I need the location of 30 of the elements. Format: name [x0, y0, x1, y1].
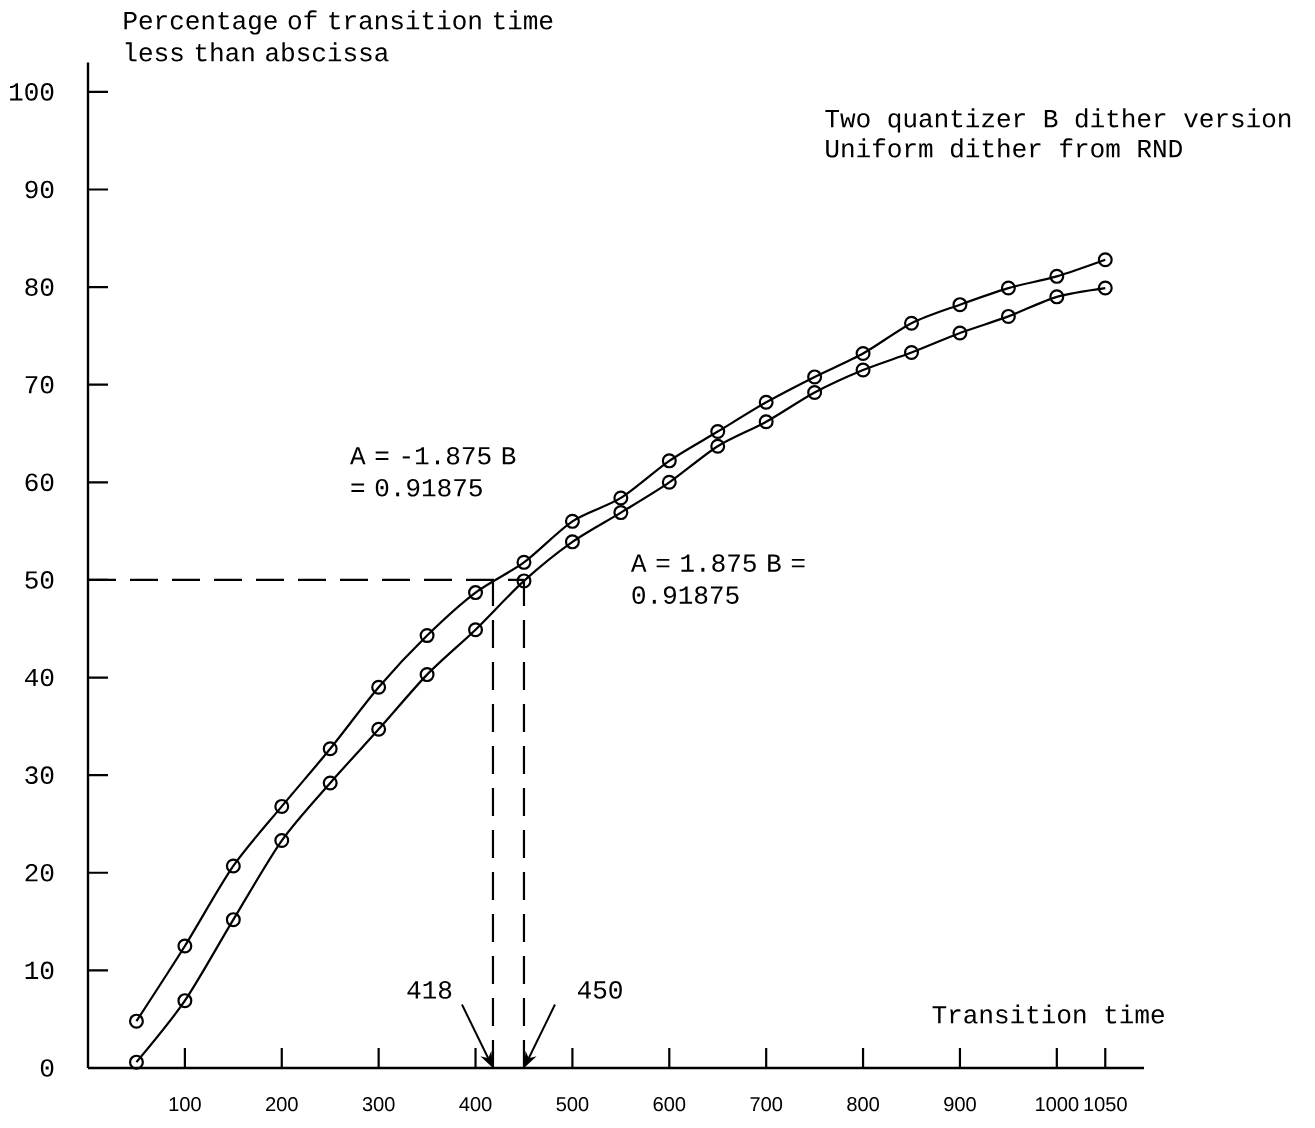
- text: Two quantizer B dither version: [825, 108, 1291, 133]
- text: A = -1.875 B = 0.91875: [349, 446, 516, 497]
- x-tick-label: 800: [847, 1097, 879, 1112]
- x-tick-label: 200: [266, 1097, 298, 1112]
- x-tick-label: 400: [459, 1097, 492, 1112]
- x-axis-title: Transition time: [932, 1004, 1164, 1024]
- y-tick-label: 80: [25, 278, 54, 296]
- y-tick-label: 100: [10, 83, 54, 101]
- series-label: A = 1.875 B = 0.91875: [630, 554, 805, 604]
- x-tick-label: 1050: [1084, 1097, 1127, 1112]
- y-tick-label: 20: [25, 863, 54, 882]
- x-tick-label: 1000: [1036, 1097, 1079, 1112]
- x-tick-label: 600: [653, 1097, 686, 1112]
- x-tick-label: 500: [556, 1097, 589, 1112]
- x-tick-label: 100: [169, 1097, 201, 1112]
- y-tick-label: 70: [25, 375, 54, 394]
- y-tick-label: 90: [25, 180, 54, 199]
- y-tick-label: 40: [25, 668, 54, 687]
- y-tick-label: 30: [25, 766, 54, 784]
- y-tick-label: 10: [25, 961, 54, 980]
- y-tick-label: 50: [25, 571, 54, 589]
- text: Uniform dither from RND: [826, 138, 1182, 158]
- x-tick-label: 900: [944, 1097, 976, 1112]
- x-tick-label: 300: [362, 1097, 395, 1112]
- ref-line-label: 450: [577, 981, 622, 999]
- ref-line-label: 418: [407, 981, 452, 999]
- y-tick-label: 0: [40, 1059, 54, 1077]
- y-axis-title: Percentage of transition time less than abscissa: [124, 10, 553, 62]
- x-tick-label: 700: [750, 1097, 783, 1112]
- y-tick-label: 60: [25, 473, 54, 492]
